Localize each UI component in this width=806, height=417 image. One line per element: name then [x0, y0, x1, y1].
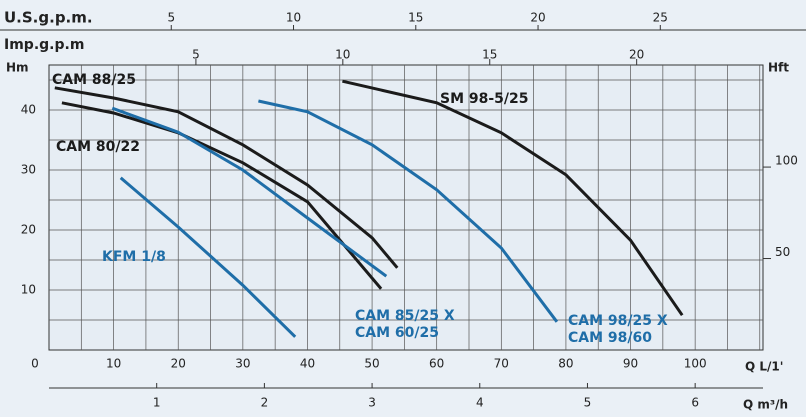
curve-label: CAM 85/25 X [355, 308, 455, 324]
x3-tick-label: 25 [653, 11, 668, 25]
y-tick-label: 20 [21, 223, 36, 237]
y-tick-label: 10 [21, 283, 36, 297]
x3-tick-label: 15 [408, 11, 423, 25]
x4-tick-label: 20 [629, 48, 644, 62]
curve-label: CAM 88/25 [52, 72, 136, 88]
impgpm-label: Imp.g.p.m [4, 37, 84, 53]
x2-tick-label: 3 [368, 396, 376, 410]
x-tick-label: 30 [235, 357, 250, 371]
curve-label: CAM 80/22 [56, 139, 140, 155]
usgpm-label: U.S.g.p.m. [4, 9, 93, 27]
x4-tick-label: 5 [192, 48, 200, 62]
y-axis-label: Hm [6, 61, 29, 75]
x2-tick-label: 1 [153, 396, 161, 410]
x3-tick-label: 5 [167, 11, 175, 25]
pump-curve [342, 79, 684, 317]
y2-tick-label: 100 [775, 154, 798, 168]
pump-curve [119, 176, 297, 338]
pump-curve [111, 106, 388, 278]
pump-curve [54, 86, 399, 269]
curve-label: CAM 98/60 [568, 330, 652, 346]
curve-label: CAM 60/25 [355, 325, 439, 341]
x2-axis-label: Q m³/h [743, 398, 788, 412]
x-tick-label: 20 [171, 357, 186, 371]
y2-tick-label: 50 [775, 245, 790, 259]
pump-curve [258, 99, 559, 323]
x-tick-label: 0 [31, 357, 39, 371]
x-tick-label: 10 [106, 357, 121, 371]
pump-curve [61, 101, 383, 290]
x-tick-label: 80 [558, 357, 573, 371]
x-tick-label: 60 [429, 357, 444, 371]
curve-label: CAM 98/25 X [568, 313, 668, 329]
x-tick-label: 90 [623, 357, 638, 371]
y2-axis-label: Hft [768, 61, 789, 75]
x-tick-label: 40 [300, 357, 315, 371]
curve-label: SM 98-5/25 [440, 91, 529, 107]
x2-tick-label: 4 [476, 396, 484, 410]
x4-tick-label: 10 [335, 48, 350, 62]
x-tick-label: 100 [684, 357, 707, 371]
plot-area [48, 64, 764, 351]
y-tick-label: 40 [21, 103, 36, 117]
x3-tick-label: 20 [530, 11, 545, 25]
x-tick-label: 70 [494, 357, 509, 371]
x3-tick-label: 10 [286, 11, 301, 25]
x-tick-label: 50 [364, 357, 379, 371]
x2-tick-label: 6 [691, 396, 699, 410]
x2-tick-label: 2 [261, 396, 269, 410]
x4-tick-label: 15 [482, 48, 497, 62]
x-axis-label: Q L/1' [745, 360, 783, 374]
x2-tick-label: 5 [584, 396, 592, 410]
curve-label: KFM 1/8 [102, 249, 166, 265]
y-tick-label: 30 [21, 163, 36, 177]
